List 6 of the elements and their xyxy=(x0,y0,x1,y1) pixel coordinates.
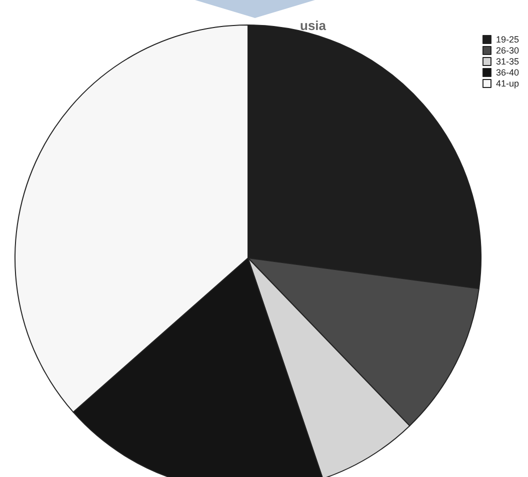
legend-label: 19-25 xyxy=(496,34,520,44)
chart-title: usia xyxy=(300,18,327,33)
legend-label: 41-up xyxy=(496,78,520,88)
legend-label: 36-40 xyxy=(496,68,520,78)
legend-label: 26-30 xyxy=(496,46,520,56)
legend-label: 31-35 xyxy=(496,56,520,66)
